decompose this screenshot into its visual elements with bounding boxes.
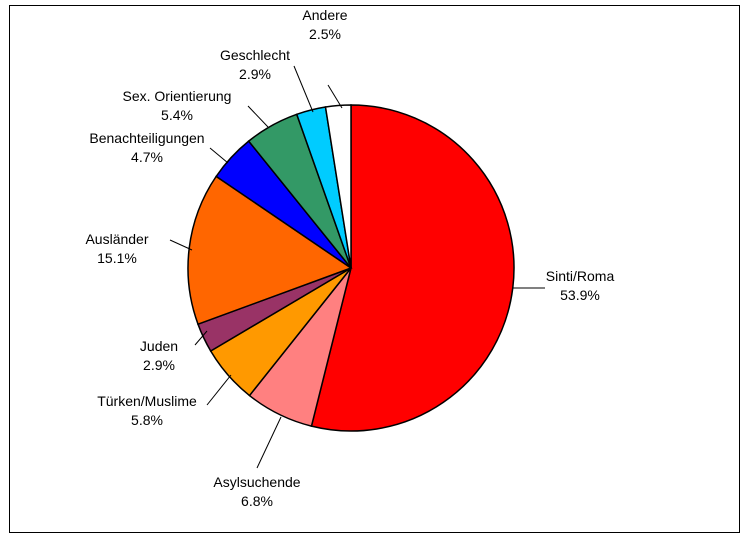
- slice-value-benachteiligungen: 4.7%: [131, 149, 163, 165]
- slice-label-asylsuchende: Asylsuchende: [213, 474, 300, 490]
- slice-value-andere: 2.5%: [309, 26, 341, 42]
- slice-value-juden: 2.9%: [143, 357, 175, 373]
- pie-slice-ausl-nder: [187, 175, 353, 326]
- slice-label-sinti-roma: Sinti/Roma: [546, 268, 615, 284]
- leader-line-benachteiligungen: [209, 147, 229, 164]
- leader-line-ausl-nder: [169, 239, 193, 251]
- leader-line-geschlecht: [293, 65, 314, 113]
- slice-label-geschlecht: Geschlecht: [220, 47, 290, 63]
- slice-label-andere: Andere: [302, 7, 347, 23]
- pie-slice-andere: [324, 104, 352, 269]
- leader-line-sex-orientierung: [247, 105, 269, 128]
- slice-label-t-rken-muslime: Türken/Muslime: [97, 393, 197, 409]
- slice-value-sinti-roma: 53.9%: [560, 287, 600, 303]
- slice-value-asylsuchende: 6.8%: [241, 493, 273, 509]
- slice-label-ausl-nder: Ausländer: [85, 231, 148, 247]
- slice-label-juden: Juden: [140, 338, 178, 354]
- slice-value-ausl-nder: 15.1%: [97, 250, 137, 266]
- leader-line-asylsuchende: [256, 416, 282, 469]
- slice-value-geschlecht: 2.9%: [239, 66, 271, 82]
- leader-line-juden: [194, 330, 208, 346]
- leader-line-andere: [327, 84, 343, 109]
- slice-value-t-rken-muslime: 5.8%: [131, 412, 163, 428]
- slice-label-benachteiligungen: Benachteiligungen: [89, 130, 204, 146]
- slice-value-sex-orientierung: 5.4%: [161, 107, 193, 123]
- slice-label-sex-orientierung: Sex. Orientierung: [123, 88, 232, 104]
- leader-line-t-rken-muslime: [206, 374, 232, 406]
